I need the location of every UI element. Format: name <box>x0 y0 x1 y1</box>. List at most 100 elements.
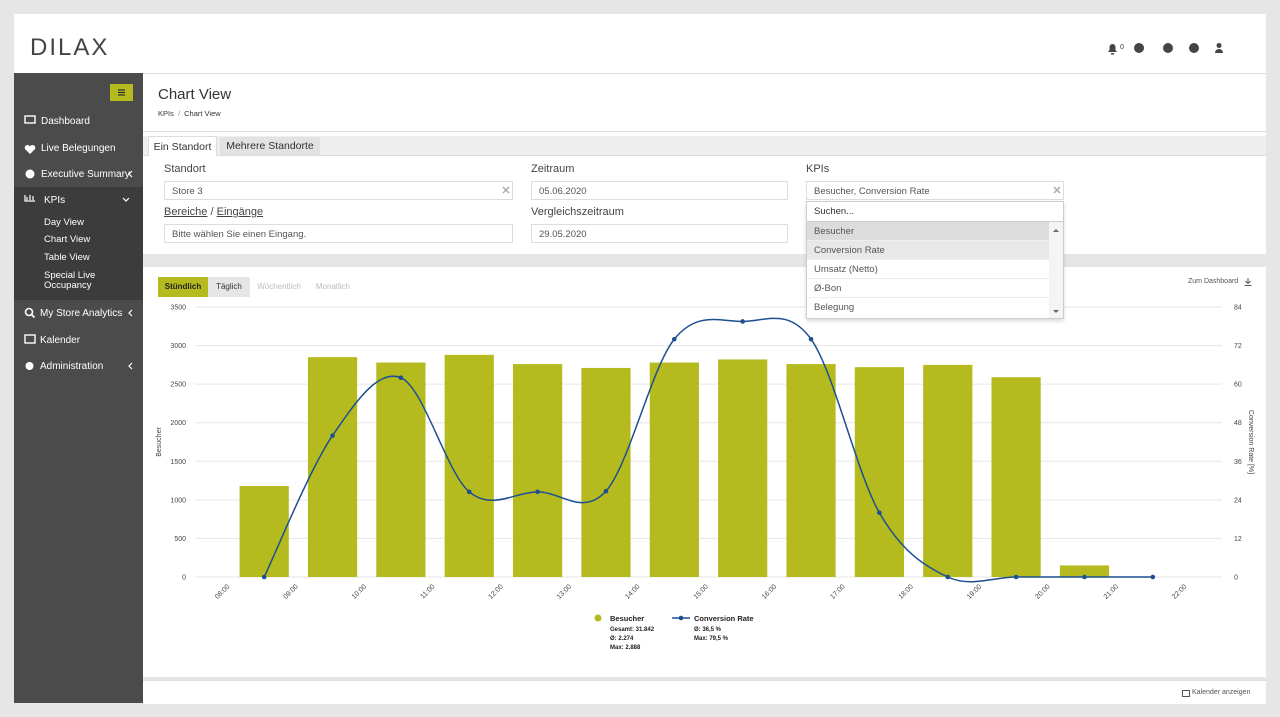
search-input[interactable]: Suchen... <box>807 202 1063 222</box>
user-icon <box>1216 43 1222 48</box>
y2-tick-label: 72 <box>1234 343 1242 350</box>
dropdown-option[interactable]: Umsatz (Netto) <box>807 260 1049 279</box>
legend-symbol <box>678 615 684 621</box>
header: DILAX 0 <box>14 14 1266 74</box>
granularity-button-active[interactable]: Stündlich <box>158 277 208 297</box>
granularity-button[interactable]: Wöchentlich <box>257 282 301 291</box>
line-point <box>1082 574 1087 580</box>
nav-subitem[interactable]: Chart View <box>44 234 91 245</box>
calendar-icon <box>1182 690 1190 697</box>
bar <box>512 364 563 577</box>
kpi-section <box>14 187 143 300</box>
y-axis-title: Besucher <box>156 427 163 457</box>
select-standort[interactable]: Store 3 <box>164 181 513 200</box>
dropdown-option[interactable]: Belegung <box>814 302 855 313</box>
dashboard-link[interactable]: Zum Dashboard <box>1188 278 1239 285</box>
bar <box>923 364 973 577</box>
line-point <box>945 574 951 580</box>
select-eingang[interactable]: Bitte wählen Sie einen Eingang. <box>164 224 513 243</box>
select-kpis[interactable]: Besucher, Conversion Rate <box>806 181 1064 200</box>
x-tick-label: 15:00 <box>693 583 710 600</box>
dropdown-option[interactable]: Conversion Rate <box>807 241 1049 260</box>
clear-icon[interactable] <box>1053 186 1061 194</box>
nav-item[interactable]: Kalender <box>40 335 81 346</box>
legend-stat: Gesamt: 31.842 <box>610 627 655 633</box>
bar <box>854 367 905 577</box>
line-point <box>330 433 335 438</box>
dropdown-option[interactable]: Besucher <box>807 222 1049 241</box>
granularity-button[interactable]: Täglich <box>208 277 250 297</box>
help-icon <box>1134 43 1144 53</box>
nav-item[interactable]: Administration <box>40 361 104 372</box>
y-tick-label: 1000 <box>170 497 186 504</box>
y-tick-label: 2000 <box>170 420 186 427</box>
x-tick-label: 21:00 <box>1103 583 1120 600</box>
nav-subitem[interactable]: Special Live Occupancy <box>44 270 96 291</box>
legend-item: Conversion Rate Ø: 36,5 % Max: 79,5 % <box>672 614 754 642</box>
nav-item[interactable]: Live Belegungen <box>41 143 116 154</box>
bar <box>649 362 699 577</box>
field-label: Bereiche / Eingänge <box>164 206 263 218</box>
y2-tick-label: 84 <box>1234 305 1242 312</box>
granularity-button[interactable]: Monatlich <box>315 282 351 291</box>
dropdown-option[interactable]: Ø-Bon <box>807 279 1049 298</box>
y-tick-label: 0 <box>182 575 186 582</box>
field-label: Vergleichszeitraum <box>531 206 624 218</box>
dropdown: Suchen... Besucher Conversion Rate Umsat… <box>806 201 1064 319</box>
footer: Kalender anzeigen <box>143 680 1266 704</box>
x-tick-label: 19:00 <box>966 583 983 600</box>
y2-tick-label: 48 <box>1234 420 1242 427</box>
tab[interactable]: Mehrere Standorte <box>220 137 320 155</box>
link[interactable]: Bereiche <box>164 206 208 218</box>
nav-subitem[interactable]: Day View <box>44 217 84 228</box>
bar <box>991 377 1041 577</box>
globe-icon <box>1189 43 1199 53</box>
bar <box>239 485 289 577</box>
legend-stat: Max: 79,5 % <box>694 636 729 642</box>
line-point <box>740 319 745 324</box>
info-icon <box>1163 43 1173 53</box>
breadcrumb: KPIs / Chart View <box>158 109 221 118</box>
nav-item[interactable]: Dashboard <box>41 116 90 127</box>
field-label: KPIs <box>806 163 830 175</box>
menu-toggle[interactable] <box>110 84 133 101</box>
breadcrumb-item[interactable]: KPIs <box>158 109 174 118</box>
date-input[interactable]: 05.06.2020 <box>531 181 788 200</box>
link[interactable]: Eingänge <box>216 206 264 218</box>
x-tick-label: 20:00 <box>1034 583 1051 600</box>
x-tick-label: 09:00 <box>282 583 299 600</box>
legend-stat: Max: 2.888 <box>610 645 641 651</box>
logo: DILAX <box>30 34 110 61</box>
y2-tick-label: 24 <box>1234 497 1242 504</box>
line-point <box>535 489 540 495</box>
tab-bar <box>143 136 1266 156</box>
legend-symbol <box>594 614 602 622</box>
line-point <box>877 510 882 516</box>
clear-icon[interactable] <box>502 186 510 194</box>
x-tick-label: 17:00 <box>829 583 846 600</box>
nav-item[interactable]: KPIs <box>44 195 66 206</box>
calendar-link[interactable]: Kalender anzeigen <box>1192 689 1251 696</box>
tab-active[interactable]: Ein Standort <box>148 136 217 156</box>
legend-stat: Ø: 36,5 % <box>694 627 722 633</box>
field-label: Zeitraum <box>531 163 575 175</box>
user-icon-body <box>1215 49 1223 53</box>
x-tick-label: 14:00 <box>624 583 641 600</box>
line-point <box>808 336 814 342</box>
nav-subitem[interactable]: Table View <box>44 252 90 263</box>
line-point <box>603 488 609 494</box>
title-bar: Chart View KPIs / Chart View <box>143 74 1266 132</box>
scrollbar[interactable] <box>1049 222 1063 318</box>
nav-item[interactable]: My Store Analytics <box>40 308 123 319</box>
bar <box>786 364 836 577</box>
nav-item[interactable]: Executive Summary <box>41 169 130 180</box>
x-tick-label: 10:00 <box>351 583 368 600</box>
y2-tick-label: 12 <box>1234 536 1242 543</box>
bar <box>376 362 426 577</box>
x-tick-label: 08:00 <box>214 583 231 600</box>
date-input[interactable]: 29.05.2020 <box>531 224 788 243</box>
y-tick-label: 3000 <box>170 343 186 350</box>
line-point <box>1013 574 1019 580</box>
y2-tick-label: 36 <box>1234 459 1242 466</box>
x-tick-label: 13:00 <box>556 583 573 600</box>
